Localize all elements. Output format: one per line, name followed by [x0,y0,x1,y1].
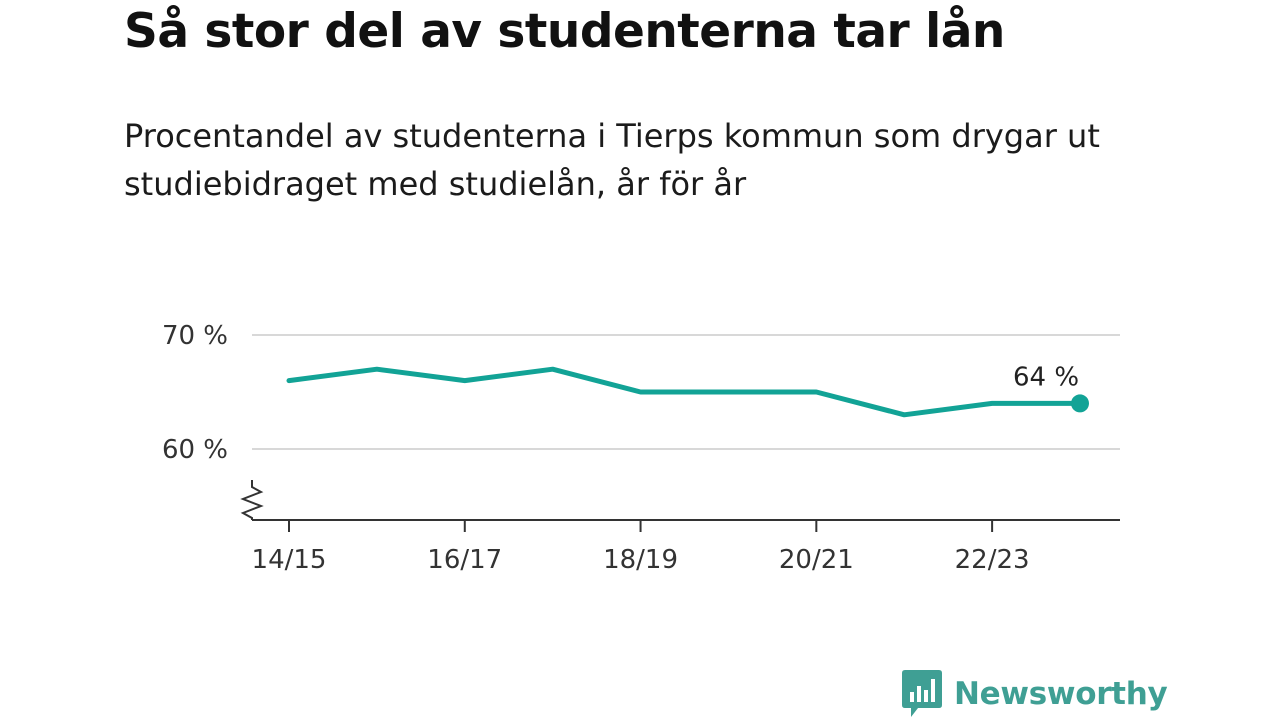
y-tick-label: 70 % [162,321,228,351]
x-tick-label: 22/23 [955,545,1030,575]
logo-text: Newsworthy [954,676,1168,712]
newsworthy-logo: Newsworthy [902,670,1168,718]
y-tick-label: 60 % [162,435,228,465]
x-tick-label: 20/21 [779,545,854,575]
chart-subtitle: Procentandel av studenterna i Tierps kom… [124,117,1100,203]
end-value-label: 64 % [1013,362,1079,392]
chart-title: Så stor del av studenterna tar lån [124,4,1005,59]
series-layer [286,366,1089,418]
axis-layer [240,480,1120,521]
tick-layer: 60 % 70 % 14/15 16/17 18/19 20/21 22/23 [162,321,1030,575]
grid-layer [252,334,1120,450]
series-line [286,366,1083,418]
end-point [1071,394,1089,413]
label-layer: 64 % [1013,362,1079,392]
x-tick-label: 18/19 [603,545,678,575]
x-tick-label: 16/17 [427,545,502,575]
bar-chart-speech-icon [902,670,942,717]
x-tick-label: 14/15 [252,545,327,575]
axis-break-icon [240,480,264,520]
